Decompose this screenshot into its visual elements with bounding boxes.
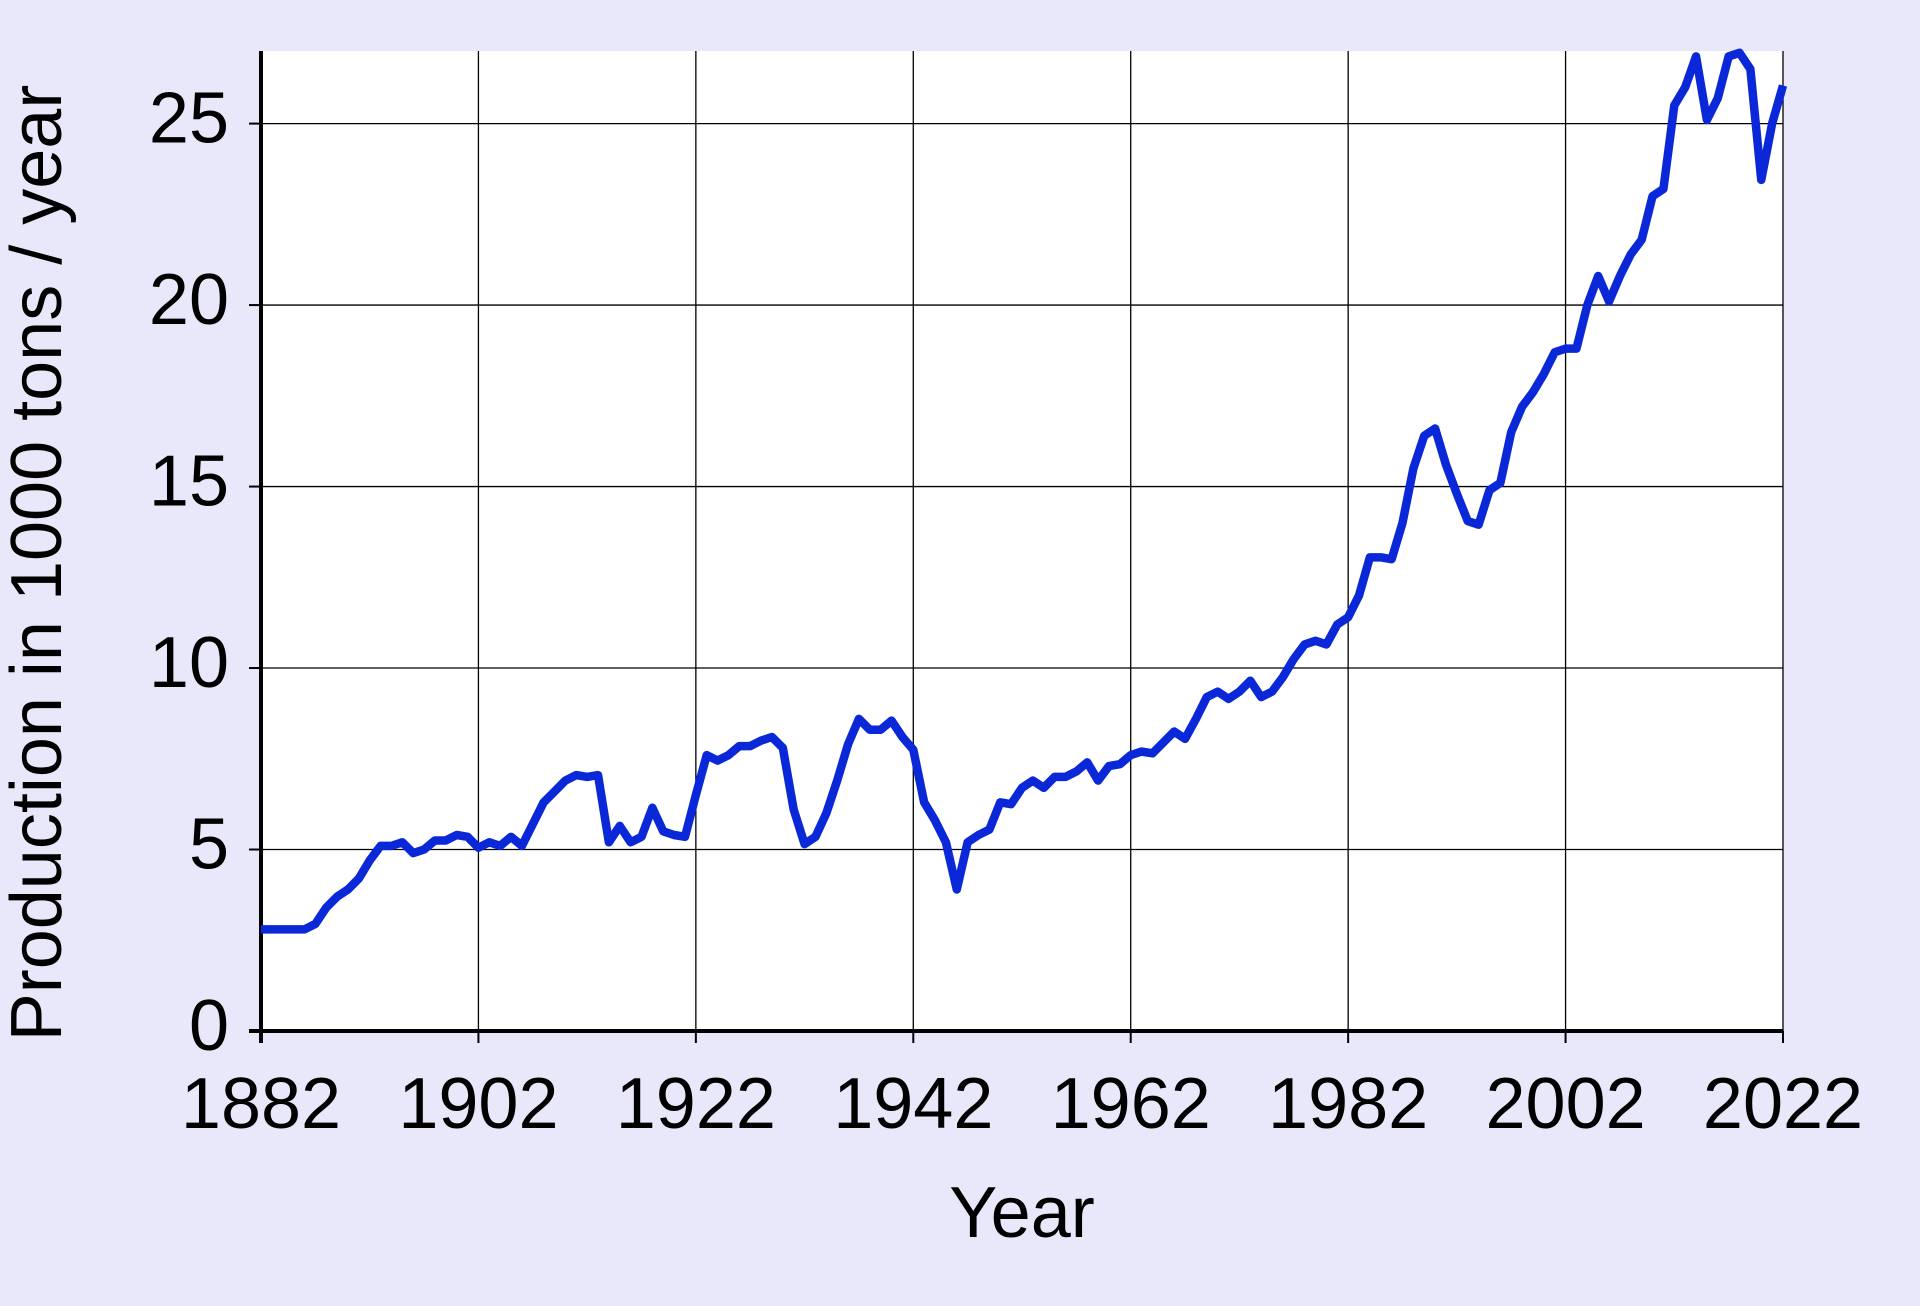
y-tick-label: 25: [149, 79, 229, 159]
x-axis-label: Year: [949, 1173, 1094, 1253]
data-line: [261, 48, 1788, 934]
y-tick-label: 15: [149, 442, 229, 522]
y-tick-label: 5: [189, 805, 229, 885]
x-tick-label: 1942: [833, 1064, 993, 1144]
y-axis-label: Production in 1000 tons / year: [0, 85, 77, 1042]
plot-area: [261, 51, 1783, 1031]
x-tick-label: 1922: [616, 1064, 776, 1144]
x-tick-label: 1902: [398, 1064, 558, 1144]
x-tick-label: 2022: [1703, 1064, 1863, 1144]
y-tick-label: 20: [149, 260, 229, 340]
x-tick-label: 1882: [181, 1064, 341, 1144]
y-tick-label: 10: [149, 623, 229, 703]
y-tick-label: 0: [189, 986, 229, 1066]
x-tick-label: 1962: [1051, 1064, 1211, 1144]
x-tick-label: 1982: [1268, 1064, 1428, 1144]
x-tick-label: 2002: [1485, 1064, 1645, 1144]
